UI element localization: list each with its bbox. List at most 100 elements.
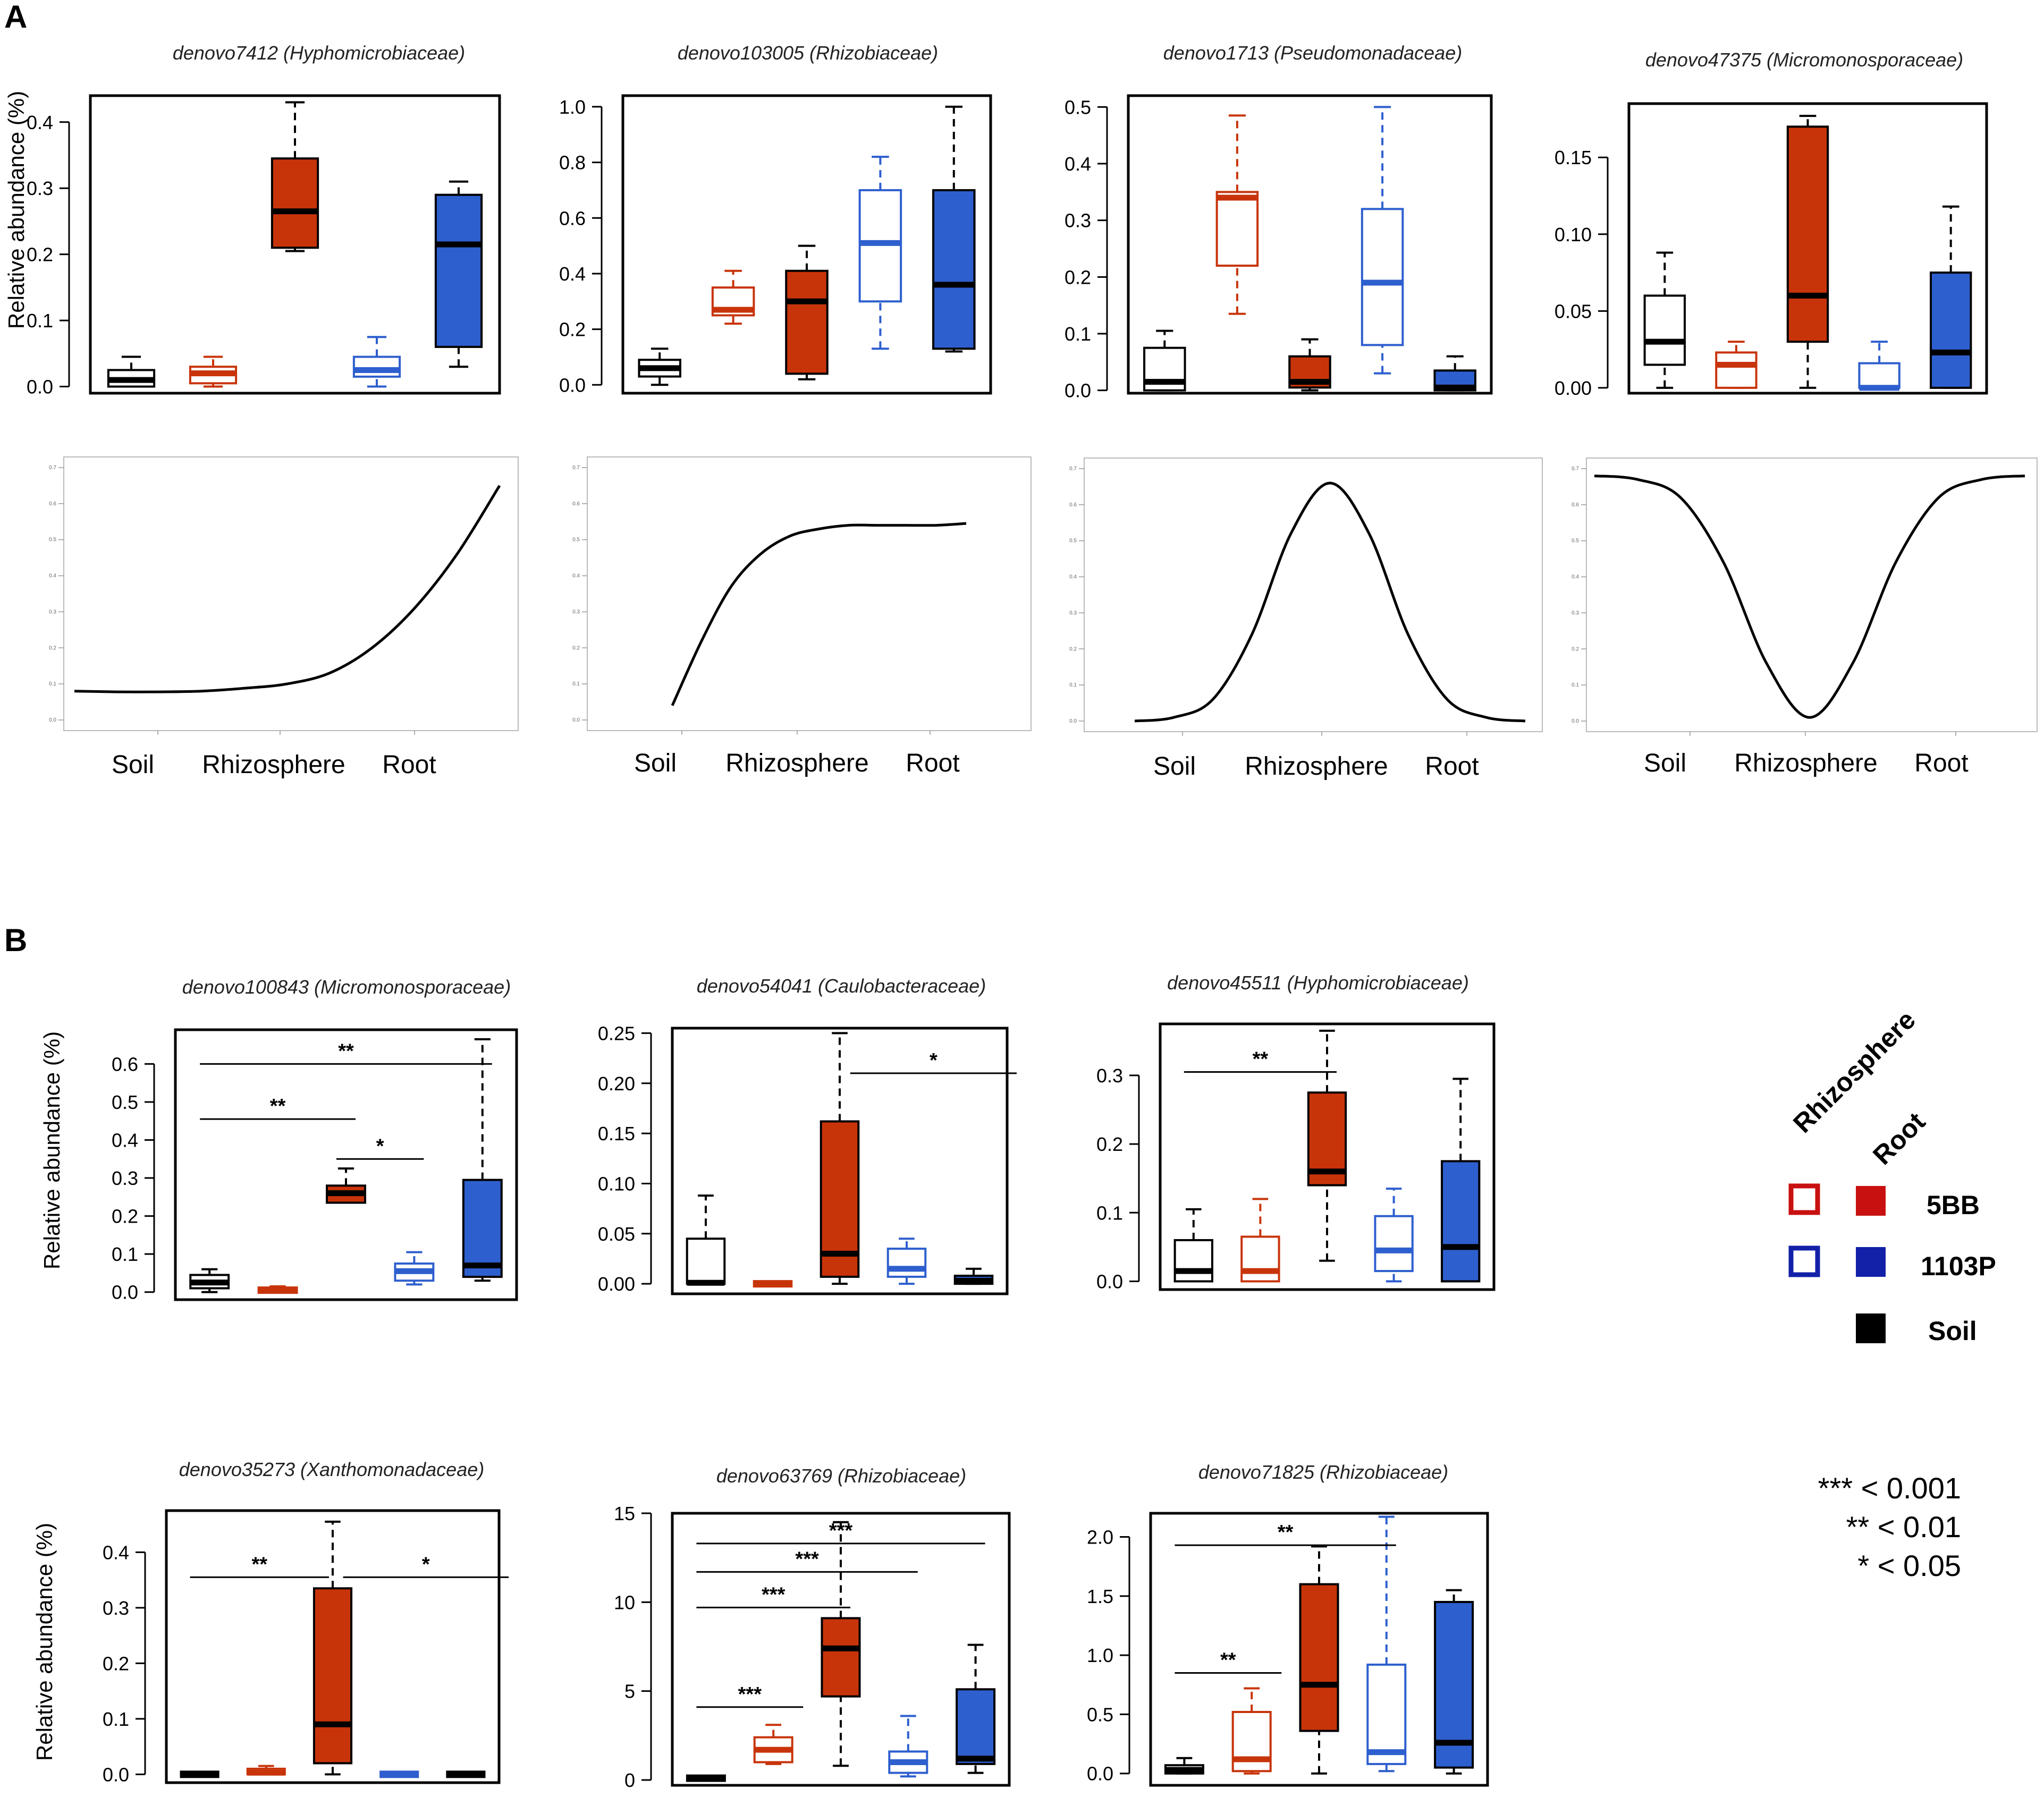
curve-y-tick-label: 0.5 (1069, 538, 1077, 544)
y-tick-label: 10 (614, 1591, 635, 1613)
box-1103Rh (1366, 1515, 1407, 1773)
curve-y-tick-label: 0.0 (49, 717, 56, 723)
box-1103Rh (1374, 1188, 1414, 1283)
legend: Rhizosphere Root 5BB 1103P Soil *** < 0.… (1787, 1005, 1996, 1582)
curve-y-tick-label: 0.5 (49, 537, 56, 543)
box-iqr (352, 355, 401, 378)
y-tick-label: 0.3 (1096, 1065, 1123, 1087)
box-iqr (1858, 362, 1901, 389)
sig-legend-01: ** < 0.01 (1846, 1510, 1961, 1544)
y-tick-label: 0.5 (1087, 1703, 1113, 1725)
legend-col-root: Root (1867, 1106, 1931, 1170)
y-tick-label: 0.0 (1096, 1270, 1123, 1292)
trend-line (74, 485, 501, 693)
y-tick-label: 0 (624, 1769, 635, 1791)
curve-y-tick-label: 0.1 (49, 681, 56, 687)
y-tick-label: 0.0 (112, 1282, 138, 1303)
curve-y-tick-label: 0.2 (1572, 646, 1579, 652)
y-tick-label: 0.3 (27, 177, 53, 199)
y-tick-label: 0.3 (103, 1597, 129, 1619)
plot-frame (165, 1509, 501, 1784)
y-axis-label: Relative abundance (%) (4, 91, 29, 329)
y-tick-label: 0.4 (27, 112, 53, 133)
box-iqr (1715, 351, 1758, 389)
significance-label: ** (251, 1553, 267, 1575)
box-soil (107, 355, 156, 388)
curve-y-tick-label: 0.0 (572, 717, 580, 723)
chart-title: denovo100843 (Micromonosporaceae) (182, 976, 511, 998)
box-5bbRt (312, 1520, 353, 1776)
box-5bbRt (1299, 1545, 1339, 1775)
box-5bbRt (821, 1521, 861, 1767)
y-tick-label: 0.10 (1555, 224, 1592, 245)
trend-curve-c1: 0.0 0.1 0.2 0.3 0.4 0.5 0.6 0.7 (49, 456, 519, 735)
box-iqr (821, 1617, 861, 1698)
y-tick-label: 0.0 (27, 376, 53, 398)
y-tick-label: 0.10 (598, 1173, 635, 1194)
y-tick-label: 0.5 (112, 1091, 138, 1113)
y-tick-label: 0.05 (1555, 300, 1592, 322)
curve-y-tick-label: 0.7 (49, 465, 56, 471)
y-tick-label: 0.0 (103, 1764, 129, 1785)
trend-curve-c3: 0.0 0.1 0.2 0.3 0.4 0.5 0.6 0.7 (1069, 457, 1543, 736)
curve-y-tick-label: 0.5 (572, 537, 580, 543)
y-tick-label: 0.2 (103, 1652, 129, 1674)
trend-line (671, 522, 967, 706)
box-soil (686, 1774, 726, 1782)
y-tick-label: 0.1 (27, 310, 53, 332)
plot-frame (671, 1512, 1011, 1787)
boxplot-a3: denovo1713 (Pseudomonadaceae) 0.0 0.1 0.2 0.… (1065, 42, 1493, 402)
box-5bbRh (1715, 341, 1758, 389)
plot-frame (1127, 94, 1493, 395)
legend-label-5bb: 5BB (1927, 1190, 1980, 1220)
box-5bbRh (753, 1724, 793, 1765)
box-soil (1173, 1208, 1213, 1283)
significance-label: * (930, 1049, 937, 1072)
curve-y-tick-label: 0.4 (1572, 574, 1579, 580)
y-tick-label: 1.0 (559, 96, 586, 118)
box-5bbRh (189, 355, 238, 388)
chart-title: denovo54041 (Caulobacteraceae) (697, 975, 986, 997)
curve2-xlabel-rhizosphere: Rhizosphere (725, 749, 868, 777)
y-tick-label: 0.2 (559, 319, 586, 341)
curve1-xlabel-root: Root (382, 751, 436, 779)
box-5bbRh (1215, 114, 1259, 315)
curve-frame (587, 456, 1032, 731)
curve-y-tick-label: 0.3 (1069, 610, 1077, 616)
y-tick-label: 0.2 (1096, 1133, 1123, 1155)
plot-frame (1627, 102, 1988, 395)
curve-y-tick-label: 0.4 (1069, 574, 1077, 580)
curve-y-tick-label: 0.4 (49, 573, 56, 579)
box-iqr (1366, 1663, 1407, 1765)
y-tick-label: 0.20 (598, 1073, 635, 1095)
y-tick-label: 0.5 (1065, 96, 1091, 118)
chart-title: denovo71825 (Rhizobiaceae) (1198, 1461, 1448, 1483)
curve-y-tick-label: 0.1 (572, 681, 580, 687)
box-soil (1143, 329, 1186, 392)
significance-label: * (422, 1553, 430, 1575)
significance-label: ** (1278, 1521, 1294, 1544)
y-tick-label: 0.0 (1065, 380, 1091, 402)
chart-title: denovo45511 (Hyphomicrobiaceae) (1167, 972, 1469, 994)
curve-y-tick-label: 0.3 (572, 609, 580, 615)
box-5bbRt (326, 1167, 366, 1204)
box-iqr (785, 269, 829, 375)
boxplot-b3: denovo45511 (Hyphomicrobiaceae) 0.0 0.1 0.2… (1096, 972, 1496, 1292)
curve-y-tick-label: 0.3 (1572, 610, 1579, 616)
box-5bbRh (257, 1285, 298, 1294)
curve4-xlabel-soil: Soil (1644, 749, 1686, 777)
y-tick-label: 0.0 (1087, 1763, 1113, 1785)
curve-y-tick-label: 0.7 (572, 465, 580, 471)
plot-frame (174, 1028, 518, 1301)
curve-y-tick-label: 0.2 (49, 645, 56, 651)
curve-y-tick-label: 0.6 (1572, 502, 1579, 508)
curve3-xlabel-root: Root (1425, 752, 1479, 781)
boxplot-b2: denovo54041 (Caulobacteraceae) 0.00 0.05 0.… (598, 975, 1017, 1295)
box-iqr (1441, 1160, 1481, 1283)
plot-frame (89, 94, 501, 395)
box-iqr (932, 189, 976, 350)
curve4-xlabel-root: Root (1914, 749, 1968, 777)
curve-frame (1084, 457, 1543, 732)
curve-y-tick-label: 0.6 (572, 501, 580, 507)
